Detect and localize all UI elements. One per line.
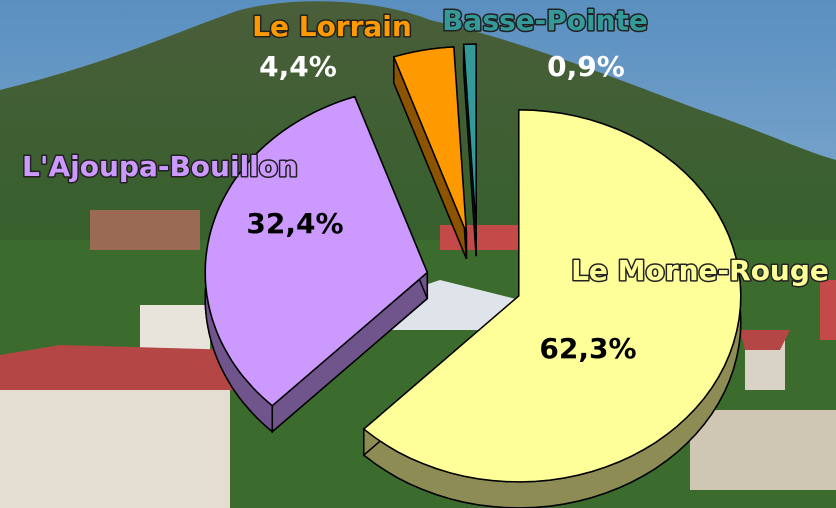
pie — [204, 43, 742, 508]
value-label: 0,9% — [547, 50, 625, 83]
slice — [362, 109, 742, 483]
slice — [204, 95, 429, 407]
value-label: 62,3% — [539, 332, 636, 365]
category-label: L'Ajoupa-Bouillon — [22, 150, 298, 183]
slice — [392, 46, 468, 233]
value-label: 32,4% — [246, 207, 343, 240]
category-label: Le Morne-Rouge — [571, 254, 829, 287]
labels: Le Morne-Rouge 62,3% L'Ajoupa-Bouillon 32,4… — [21, 3, 831, 366]
slice — [462, 43, 477, 231]
category-label: Le Lorrain — [252, 10, 412, 43]
category-label: Basse-Pointe — [442, 4, 648, 37]
value-label: 4,4% — [259, 50, 337, 83]
